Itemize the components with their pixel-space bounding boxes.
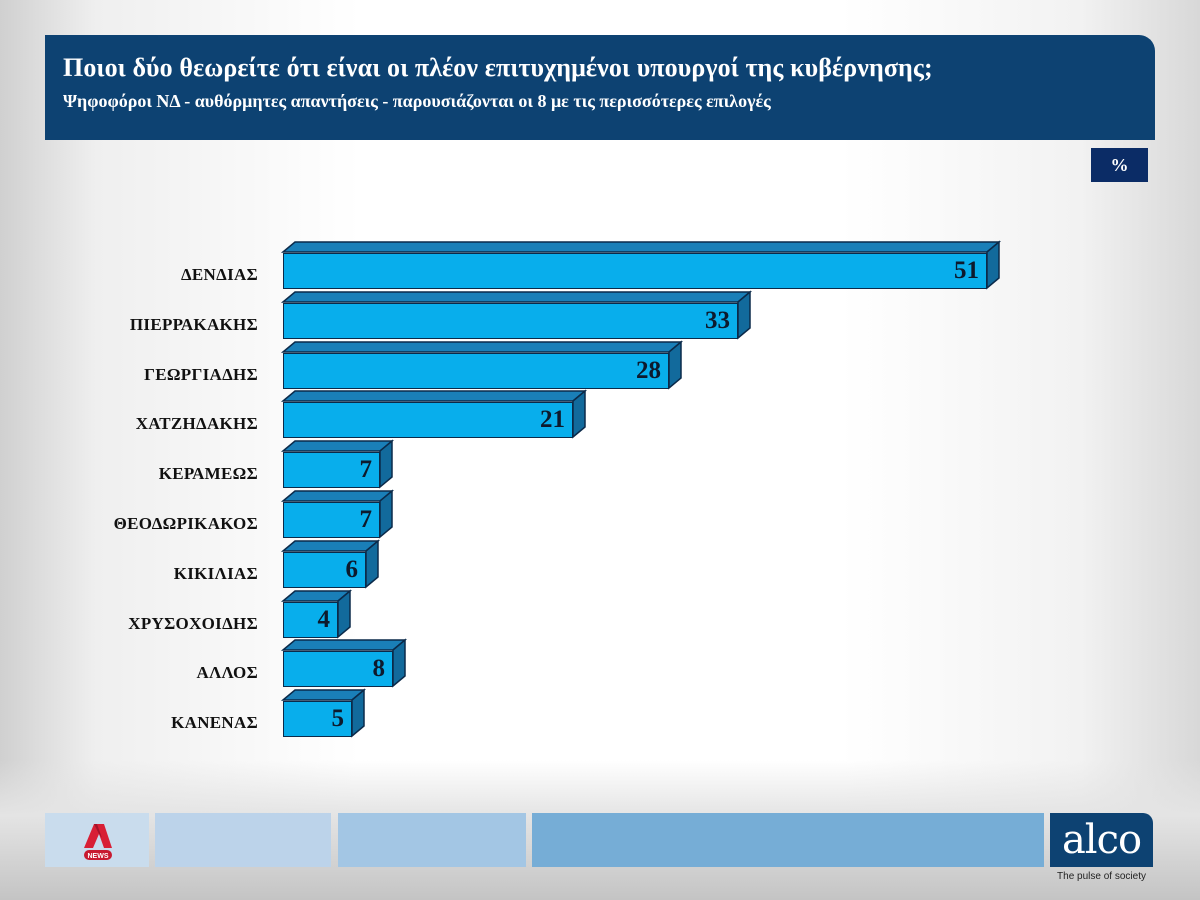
category-label: ΓΕΩΡΓΙΑΔΗΣ	[144, 365, 258, 384]
bar-3d-depth	[280, 240, 1002, 290]
bar-3d-depth	[280, 389, 588, 439]
svg-text:NEWS: NEWS	[88, 853, 109, 860]
bar-3d-depth	[280, 638, 408, 688]
bar: 33	[280, 290, 753, 340]
chart-title: Ποιοι δύο θεωρείτε ότι είναι οι πλέον επ…	[63, 53, 933, 82]
bar-3d-depth	[280, 290, 753, 340]
bar: 5	[280, 688, 367, 738]
bar-3d-depth	[280, 589, 353, 639]
chart-header: Ποιοι δύο θεωρείτε ότι είναι οι πλέον επ…	[45, 35, 1155, 140]
bar-3d-depth	[280, 439, 395, 489]
footer-band-tile	[155, 813, 331, 867]
bar-3d-depth	[280, 340, 684, 390]
category-label: ΚΙΚΙΛΙΑΣ	[173, 564, 258, 583]
category-label: ΚΕΡΑΜΕΩΣ	[158, 464, 258, 483]
bar: 6	[280, 539, 381, 589]
bar: 51	[280, 240, 1002, 290]
bar-front	[283, 353, 669, 389]
bar: 28	[280, 340, 684, 390]
footer-band-tile	[338, 813, 526, 867]
bar-3d-depth	[280, 539, 381, 589]
bar-value-label: 6	[345, 556, 359, 583]
alco-logo: alco	[1050, 813, 1153, 867]
alco-tagline: The pulse of society	[1057, 871, 1146, 882]
bar-value-label: 28	[636, 357, 661, 384]
chart-subtitle: Ψηφοφόροι ΝΔ - αυθόρμητες απαντήσεις - π…	[63, 91, 771, 111]
category-label: ΧΡΥΣΟΧΟΙΔΗΣ	[128, 614, 258, 633]
category-label: ΘΕΟΔΩΡΙΚΑΚΟΣ	[113, 514, 258, 533]
bar-front	[283, 452, 380, 488]
bar-front	[283, 552, 366, 588]
bar: 21	[280, 389, 588, 439]
bar: 7	[280, 439, 395, 489]
category-label: ΚΑΝΕΝΑΣ	[171, 713, 258, 732]
bar-front	[283, 402, 573, 438]
category-label: ΔΕΝΔΙΑΣ	[180, 265, 258, 284]
bar-value-label: 5	[331, 705, 345, 732]
bar-value-label: 7	[359, 456, 373, 483]
bar-front	[283, 502, 380, 538]
a-news-logo-icon: NEWS	[84, 824, 112, 860]
bar-value-label: 21	[540, 406, 565, 433]
category-label: ΠΙΕΡΡΑΚΑΚΗΣ	[129, 315, 258, 334]
bar-value-label: 4	[317, 606, 331, 633]
category-label: ΧΑΤΖΗΔΑΚΗΣ	[135, 414, 258, 433]
bar-value-label: 7	[359, 506, 373, 533]
bar: 4	[280, 589, 353, 639]
bar-3d-depth	[280, 688, 367, 738]
bar-value-label: 8	[372, 655, 386, 682]
bar-front	[283, 303, 738, 339]
footer-band-tile	[532, 813, 1044, 867]
category-label: ΑΛΛΟΣ	[196, 663, 258, 682]
bar: 7	[280, 489, 395, 539]
bar: 8	[280, 638, 408, 688]
bar-chart: ΔΕΝΔΙΑΣ 51 ΠΙΕΡΡΑΚΑΚΗΣ 33 ΓΕΩΡΓΙΑΔΗΣ 28 ΧΑΤΖΗΔ…	[113, 240, 1002, 738]
unit-badge: %	[1091, 148, 1148, 182]
bar-3d-depth	[280, 489, 395, 539]
bar-value-label: 51	[954, 257, 979, 284]
bar-front	[283, 253, 987, 289]
bar-front	[283, 651, 393, 687]
bar-value-label: 33	[705, 307, 730, 334]
bar-front	[283, 701, 352, 737]
bar-front	[283, 602, 338, 638]
